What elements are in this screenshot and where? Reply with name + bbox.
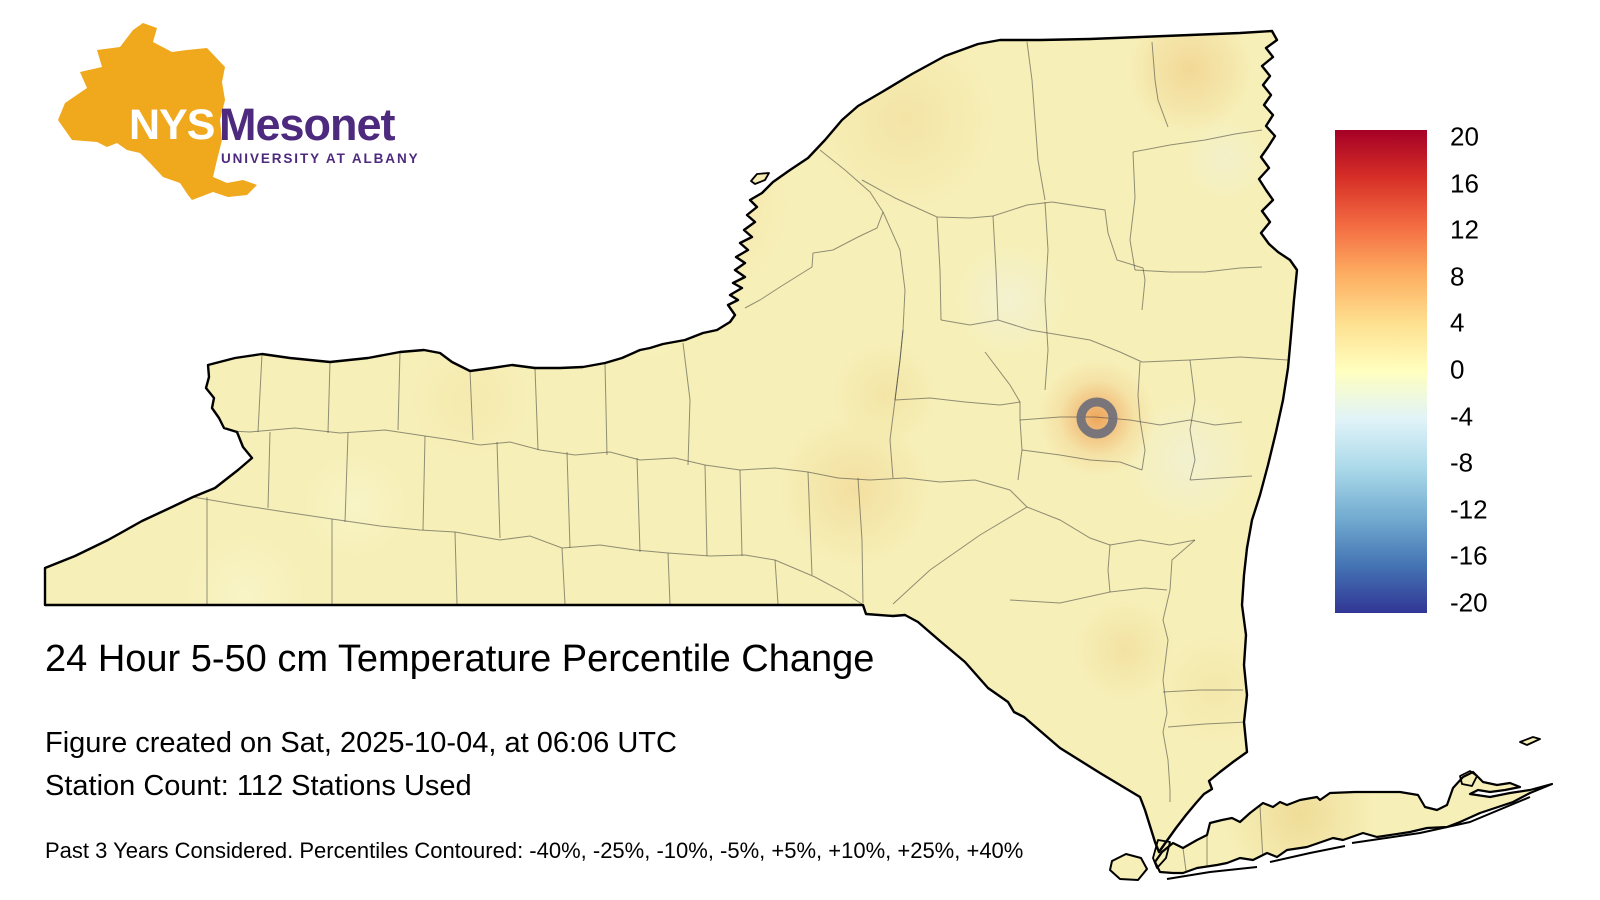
logo-wordmark: Mesonet xyxy=(219,99,396,150)
logo-affiliation: UNIVERSITY AT ALBANY xyxy=(221,151,420,166)
colorbar-tick-label: -12 xyxy=(1450,494,1488,525)
logo-acronym: NYS xyxy=(129,101,215,149)
station-marker-ring xyxy=(1076,397,1118,439)
colorbar-tick-label: -4 xyxy=(1450,401,1474,432)
colorbar-tick-label: 4 xyxy=(1450,307,1465,338)
station-count-text: Station Count: 112 Stations Used xyxy=(45,770,472,802)
logo-state-shape xyxy=(58,23,257,200)
figure-created-text: Figure created on Sat, 2025-10-04, at 06… xyxy=(45,727,677,759)
colorbar-tick-label: -20 xyxy=(1450,587,1488,618)
colorbar-tick-label: 16 xyxy=(1450,168,1479,199)
footnote-text: Past 3 Years Considered. Percentiles Con… xyxy=(45,838,1024,863)
colorbar-tick-label: 20 xyxy=(1450,121,1479,152)
colorbar-tick-label: -16 xyxy=(1450,540,1488,571)
colorbar-tick-labels: 20 16 12 8 4 0 -4 -8 -12 -16 -20 xyxy=(1450,0,1560,900)
colorbar-tick-label: 12 xyxy=(1450,214,1479,245)
colorbar-tick-label: 0 xyxy=(1450,354,1465,385)
county-lines xyxy=(192,41,1289,872)
state-outline xyxy=(43,29,1554,881)
figure-title: 24 Hour 5-50 cm Temperature Percentile C… xyxy=(45,638,875,680)
colorbar-tick-label: 8 xyxy=(1450,261,1465,292)
colorbar-gradient xyxy=(1335,130,1427,613)
colorbar-tick-label: -8 xyxy=(1450,447,1474,478)
